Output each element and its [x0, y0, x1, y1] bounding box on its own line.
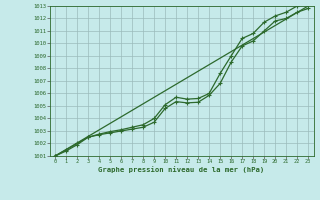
X-axis label: Graphe pression niveau de la mer (hPa): Graphe pression niveau de la mer (hPa) [99, 167, 265, 173]
